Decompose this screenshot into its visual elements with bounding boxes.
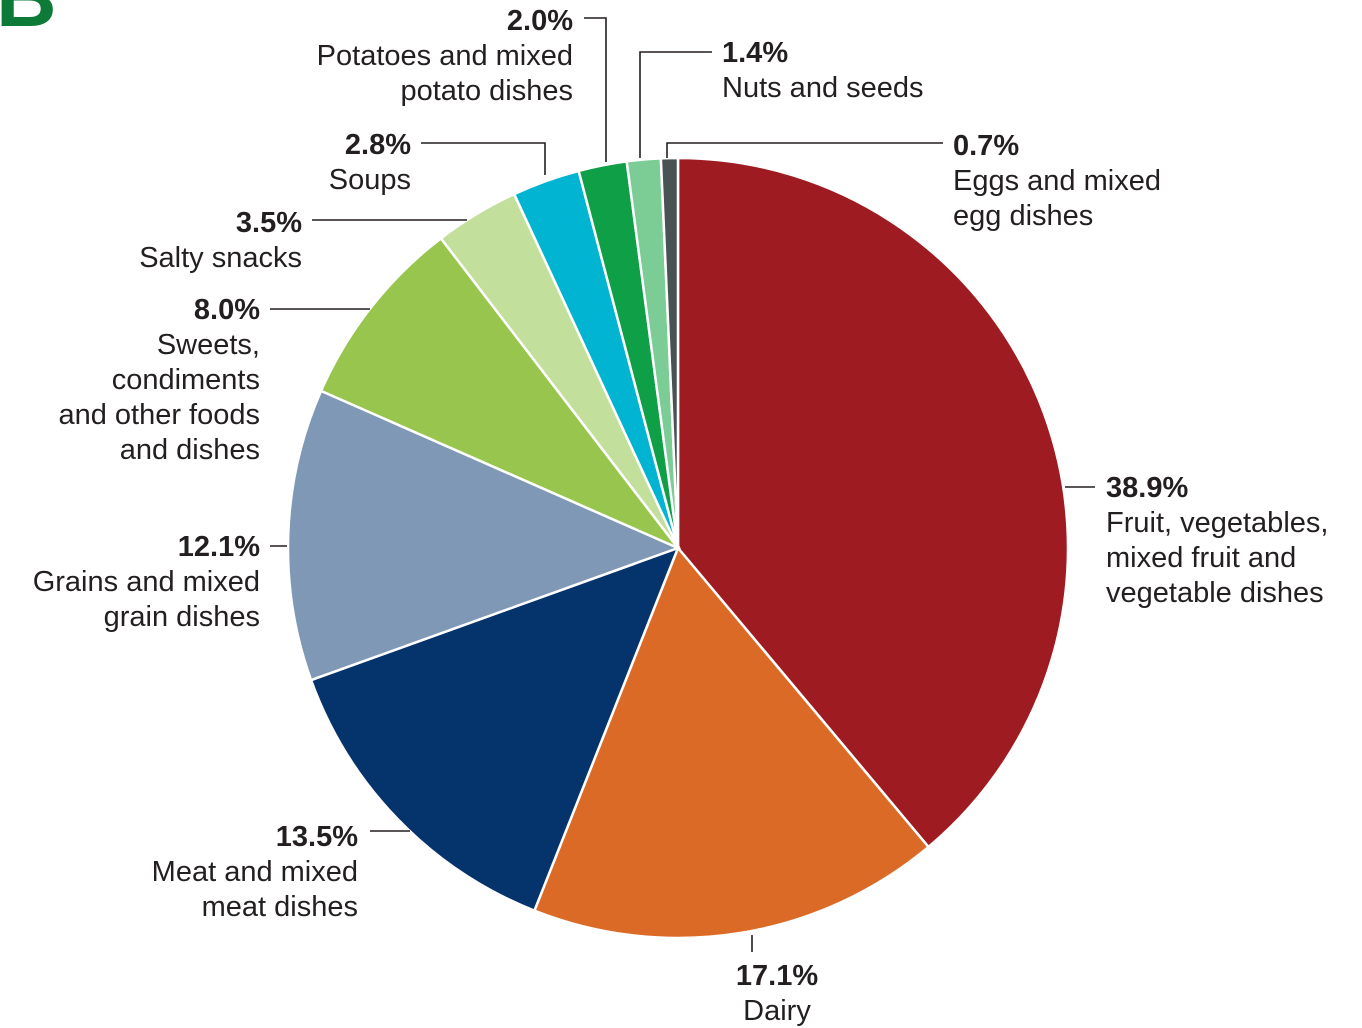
- leader-lines: [270, 17, 1095, 952]
- slice-category-label: egg dishes: [953, 200, 1093, 232]
- panel-label: B: [0, 0, 57, 44]
- slice-category-label: and other foods: [58, 399, 260, 431]
- slice-value-label: 2.0%: [507, 5, 573, 37]
- slice-category-label: Salty snacks: [139, 242, 302, 274]
- pie-slice: [676, 156, 1070, 849]
- pie-slice: [659, 156, 680, 549]
- slice-category-label: Eggs and mixed: [953, 165, 1161, 197]
- slice-category-label: mixed fruit and: [1106, 542, 1296, 574]
- pie-slice: [309, 545, 681, 913]
- slice-category-label: grain dishes: [104, 601, 260, 633]
- slice-category-label: and dishes: [120, 434, 260, 466]
- slice-category-label: vegetable dishes: [1106, 577, 1324, 609]
- slice-category-label: Potatoes and mixed: [317, 40, 573, 72]
- slice-value-label: 3.5%: [236, 207, 302, 239]
- slice-value-label: 8.0%: [194, 294, 260, 326]
- slice-category-label: Nuts and seeds: [722, 72, 924, 104]
- slice-category-label: Grains and mixed: [33, 566, 260, 598]
- slice-value-label: 13.5%: [276, 821, 358, 853]
- slice-value-label: 17.1%: [736, 960, 818, 992]
- leader-line: [421, 142, 546, 175]
- slice-category-label: potato dishes: [400, 75, 573, 107]
- slice-category-label: condiments: [112, 364, 260, 396]
- slice-value-label: 38.9%: [1106, 472, 1188, 504]
- slice-value-label: 1.4%: [722, 37, 788, 69]
- slice-category-label: Meat and mixed: [152, 856, 358, 888]
- leader-line: [639, 51, 712, 158]
- slice-category-label: Fruit, vegetables,: [1106, 507, 1328, 539]
- slice-category-label: Dairy: [743, 995, 811, 1027]
- pie-slice: [319, 236, 679, 550]
- slice-labels: 38.9%Fruit, vegetables,mixed fruit andve…: [33, 5, 1329, 1027]
- leader-line: [666, 142, 943, 158]
- slice-value-label: 2.8%: [345, 129, 411, 161]
- pie-slices: [286, 156, 1070, 940]
- leader-line: [584, 17, 607, 162]
- slice-category-label: Sweets,: [157, 329, 260, 361]
- slice-value-label: 0.7%: [953, 130, 1019, 162]
- pie-slice: [532, 545, 931, 940]
- slice-category-label: Soups: [329, 164, 411, 196]
- pie-slice: [286, 389, 682, 682]
- slice-value-label: 12.1%: [178, 531, 260, 563]
- slice-category-label: meat dishes: [202, 891, 358, 923]
